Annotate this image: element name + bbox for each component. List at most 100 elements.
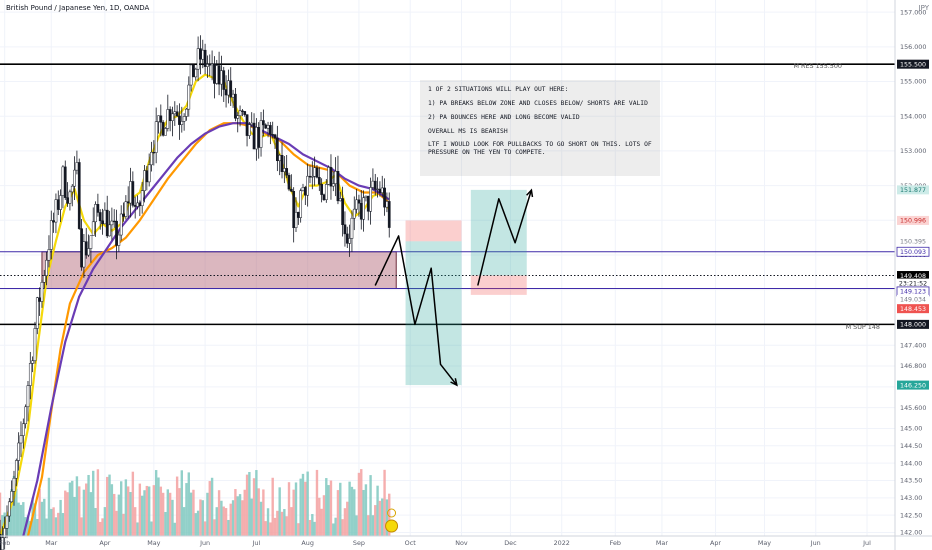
volume-bar [1,515,4,536]
candle-body [145,170,149,183]
volume-bar [113,493,116,536]
volume-bar [227,519,230,536]
candle-body [215,65,219,84]
candle-body [5,515,9,529]
candle-body [189,64,193,86]
candle-body [208,64,212,66]
volume-bar [75,476,79,536]
candle-body [80,228,83,268]
x-tick-label: Feb [610,539,621,547]
candle-body [49,220,53,250]
volume-bar [80,517,83,536]
y-tick-label: 143.00 [900,494,922,502]
candle-body [308,175,312,178]
volume-bar [245,474,249,536]
dividend-marker-icon [387,508,397,518]
price-tag-box [897,236,929,246]
candle-body [108,224,111,237]
volume-bar [161,492,165,536]
volume-bar [196,510,200,536]
candle-body [357,199,361,204]
volume-bar [33,503,37,536]
volume-bar [313,521,316,536]
volume-bar [115,510,118,536]
volume-bar [248,472,251,536]
candle-body [243,111,247,115]
candle-body [287,174,291,190]
volume-bar [346,501,349,536]
volume-bar [264,521,267,536]
price-tag-box [897,271,929,281]
price-tag-label: 151.877 [900,187,926,194]
candle-body [154,121,158,153]
candle-body [70,185,74,193]
volume-bar [327,485,330,536]
candle-body [147,164,151,183]
volume-bar [332,523,335,536]
candle-body [310,176,314,178]
volume-bar [175,476,179,536]
candle-body [138,202,142,207]
volume-bar [234,489,237,536]
price-tag-box [897,380,929,390]
volume-bar [78,486,81,536]
price-tag-label: 149.034 [900,297,926,304]
volume-bar [315,469,319,536]
volume-bar [255,470,258,536]
candle-body [278,155,282,162]
volume-bar [301,473,305,536]
candle-body [378,188,382,193]
candle-body [350,217,354,239]
candle-body [96,204,100,213]
x-tick-label: Sep [353,539,365,547]
candle-body [273,134,277,139]
volume-bar [171,499,174,536]
note-line: 2) PA BOUNCES HERE AND LONG BECOME VALID [428,113,580,121]
candle-body [122,213,125,217]
y-tick-label: 155.000 [900,78,926,86]
candle-body [343,224,347,235]
candle-body [77,162,81,229]
volume-bar [38,489,41,536]
volume-bar [269,522,272,536]
candle-body [259,120,263,148]
volume-bar [126,486,130,536]
candle-body [210,63,214,66]
volume-bar [362,489,365,536]
volume-bar [145,485,149,536]
candle-body [383,187,386,208]
candle-body [199,48,202,60]
y-tick-label: 156.000 [900,43,926,51]
price-tag-label: 150.093 [900,249,926,256]
candle-body [161,122,165,136]
volume-bar [180,470,183,536]
y-tick-label: 142.00 [900,529,922,537]
volume-bar [101,518,104,536]
candle-body [248,124,251,136]
volume-bar [99,521,102,536]
volume-bar [343,508,347,536]
candle-body [301,187,305,191]
candle-body [206,64,209,67]
candle-body [266,125,270,129]
volume-bar [360,469,363,536]
candle-body [82,241,86,268]
volume-bar [206,492,209,536]
volume-bar [36,518,39,536]
volume-bar [341,519,344,536]
candle-body [338,198,342,202]
volume-bar [280,511,284,536]
candle-body [252,122,256,150]
price-tag-box [897,59,929,69]
candle-body [47,249,51,261]
x-tick-label: Nov [455,539,468,547]
volume-bar [96,469,100,536]
candle-body [285,168,289,176]
analysis-note[interactable]: 1 OF 2 SITUATIONS WILL PLAY OUT HERE: 1)… [420,80,660,176]
volume-bar [140,495,144,536]
volume-bar [92,470,95,536]
candle-body [126,201,130,204]
candle-body [371,180,375,188]
candle-body [320,184,323,195]
